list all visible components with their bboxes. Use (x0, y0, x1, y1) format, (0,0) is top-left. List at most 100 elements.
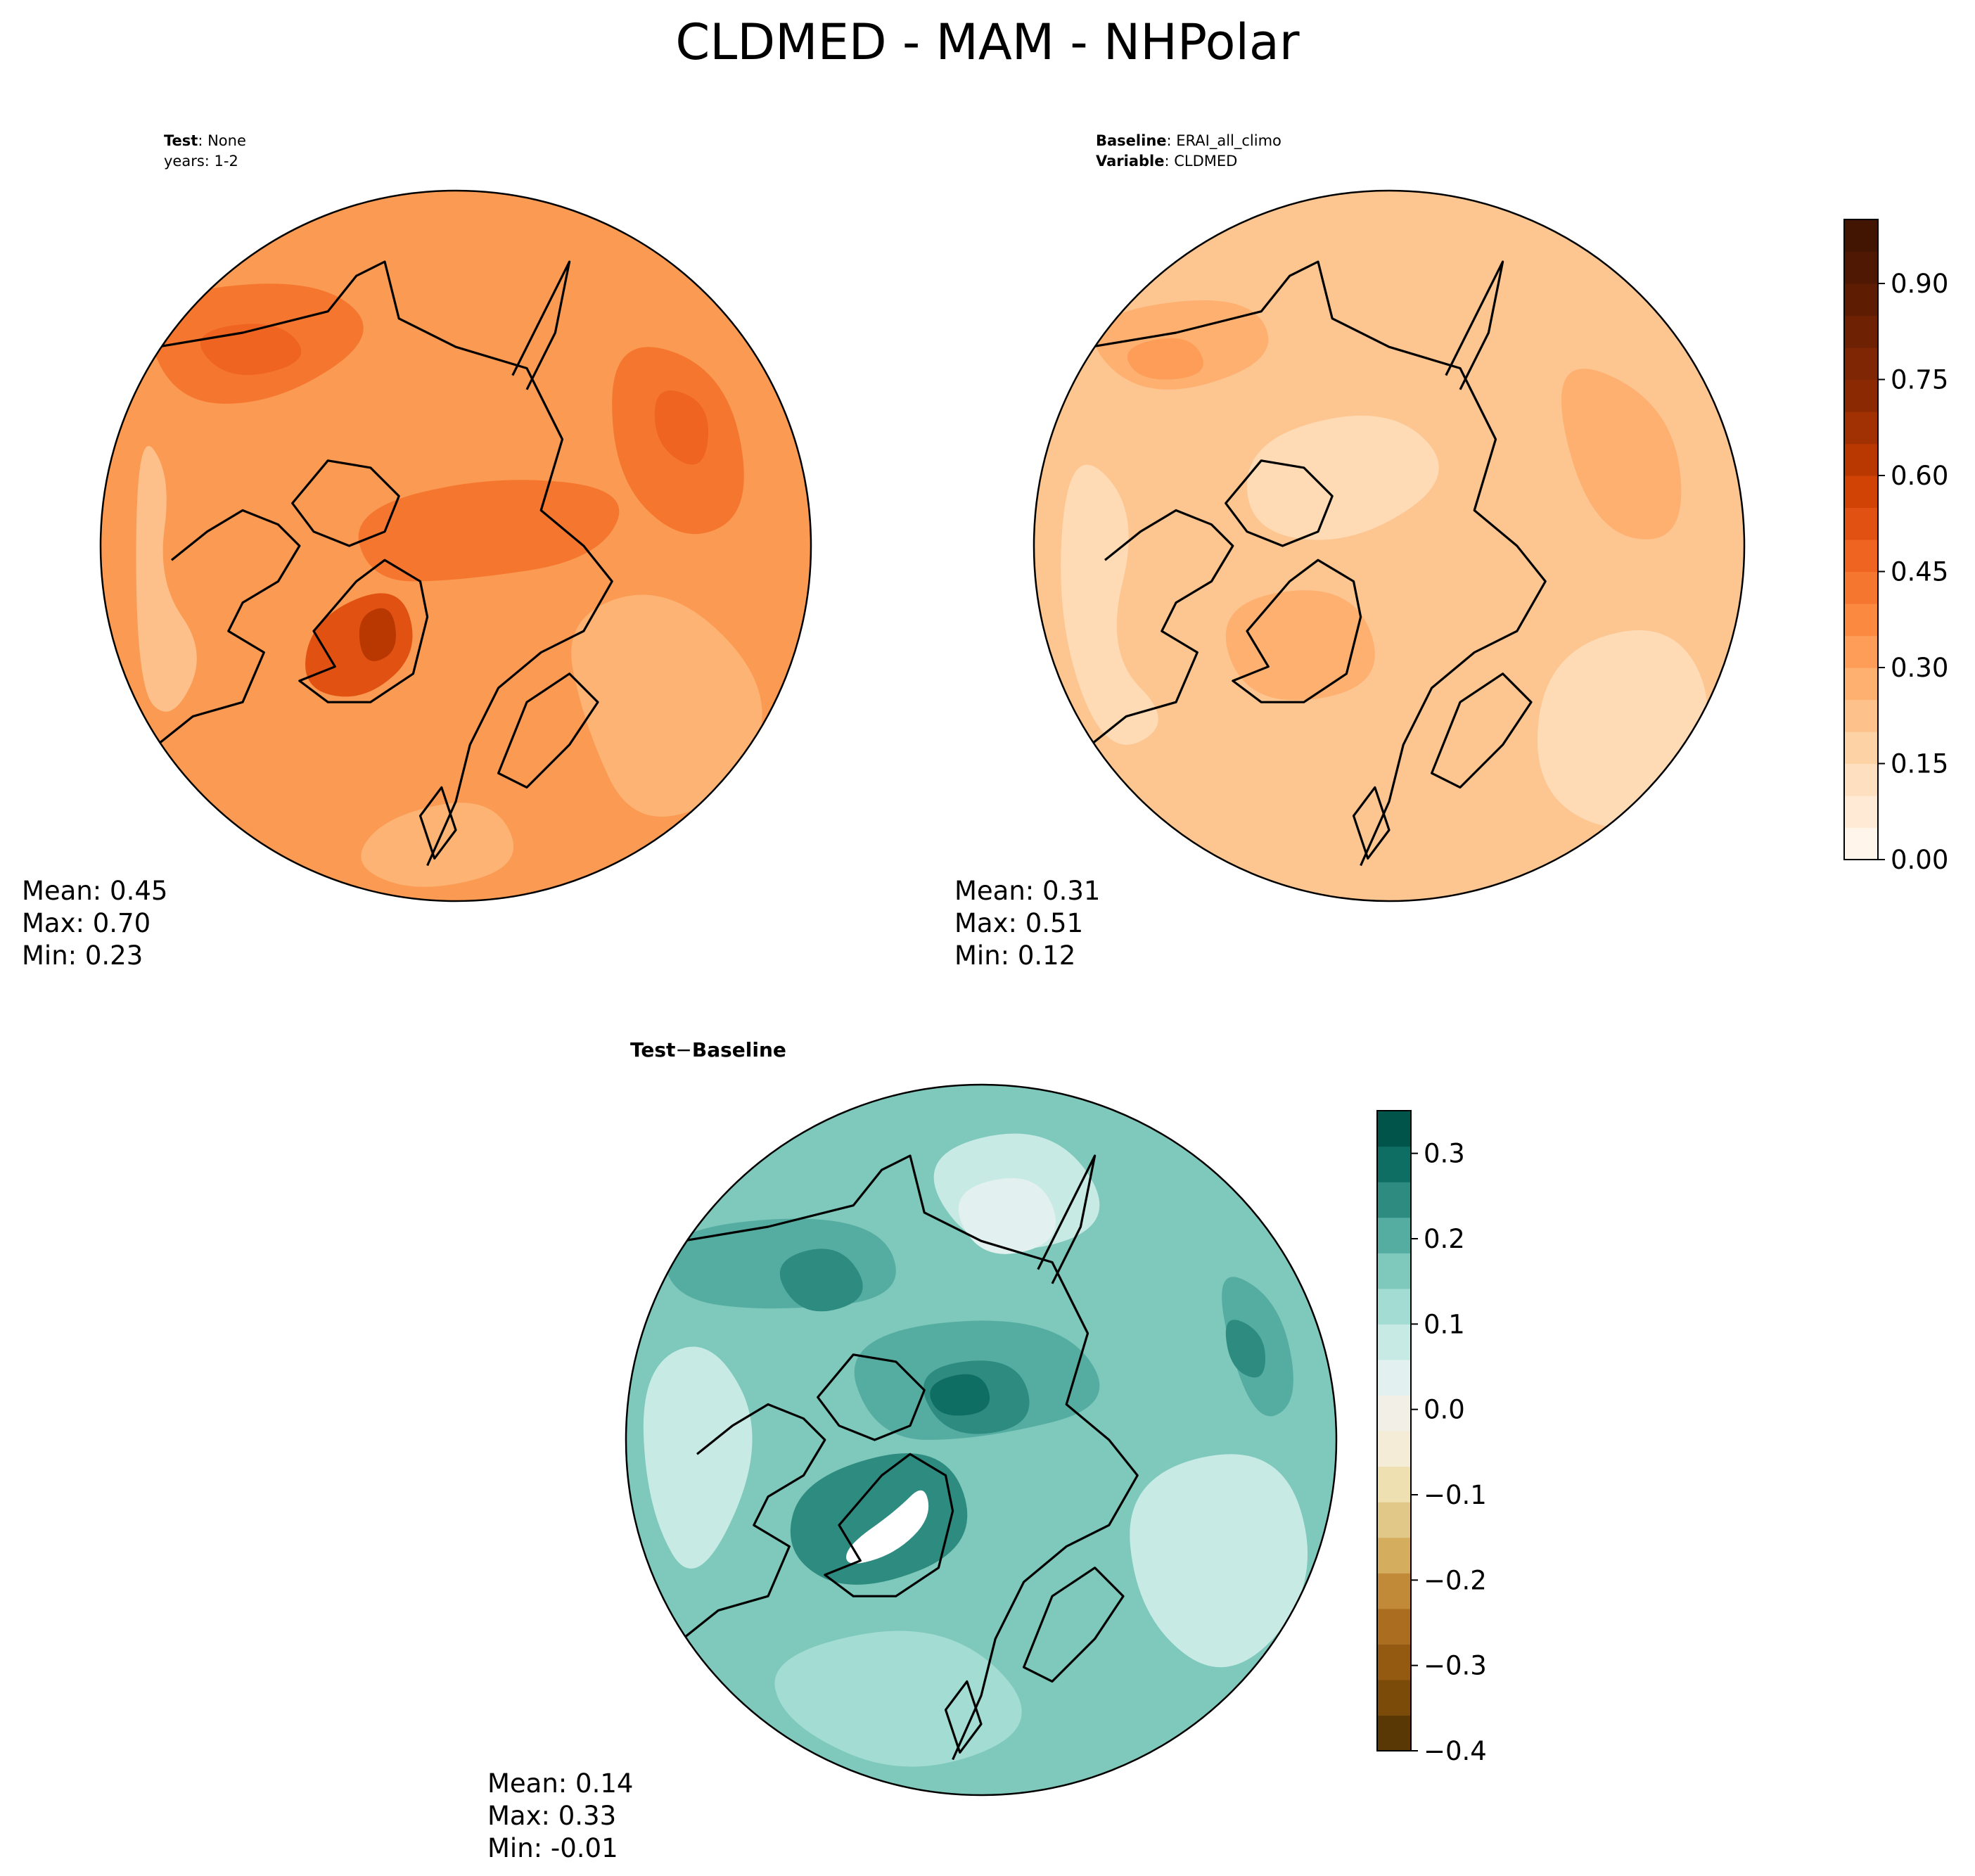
colorbar-difference-swatch-14 (1377, 1217, 1411, 1253)
baseline-contour-region-0 (1061, 464, 1158, 745)
baseline-coastline-novaya-zemlya (1445, 260, 1504, 390)
colorbar-absolute-tick-label-2: 0.30 (1891, 653, 1948, 683)
colorbar-absolute-swatch-2 (1844, 763, 1878, 796)
colorbar-absolute-swatch-9 (1844, 540, 1878, 573)
test-min: Min: 0.23 (22, 940, 143, 971)
test-coastline-scandinavia (497, 672, 599, 789)
difference-contour-region-11 (1225, 1320, 1265, 1378)
difference-contour-region-3 (958, 1178, 1056, 1254)
colorbar-difference-tick-label-2: −0.2 (1424, 1565, 1487, 1595)
difference-contour-region-12 (930, 1374, 990, 1416)
colorbar-absolute-swatch-12 (1844, 443, 1878, 476)
colorbar-difference-swatch-2 (1377, 1644, 1411, 1680)
difference-contour-region-1 (1130, 1454, 1308, 1668)
baseline-header-line1: Baseline: ERAI_all_climo (1096, 132, 1281, 150)
colorbar-difference-tick-label-0: −0.4 (1424, 1736, 1487, 1766)
baseline-mean: Mean: 0.31 (954, 876, 1100, 906)
variable-header-label: Variable (1096, 153, 1164, 170)
difference-map-boundary (625, 1083, 1338, 1797)
baseline-contour-region-2 (1247, 415, 1439, 540)
colorbar-absolute-tick-label-4: 0.60 (1891, 461, 1948, 491)
difference-max: Max: 0.33 (487, 1801, 616, 1831)
baseline-map (1034, 191, 1744, 901)
colorbar-absolute-swatch-6 (1844, 635, 1878, 668)
colorbar-difference: −0.4 −0.3 −0.2 −0.1 0.0 0.1 0.2 0.3 (1376, 1110, 1487, 1766)
colorbar-absolute-swatch-5 (1844, 668, 1878, 701)
colorbar-absolute-swatch-0 (1844, 827, 1878, 860)
difference-contour-region-5 (665, 1218, 896, 1309)
test-mean: Mean: 0.45 (22, 876, 167, 906)
test-header-label: Test (164, 132, 198, 149)
baseline-map-boundary (1033, 189, 1746, 902)
difference-min: Min: -0.01 (487, 1833, 618, 1863)
difference-contour-region-4 (774, 1631, 1022, 1767)
colorbar-difference-swatch-15 (1377, 1182, 1411, 1218)
colorbar-difference-swatch-11 (1377, 1324, 1411, 1360)
test-contour-region-5 (358, 480, 620, 582)
test-header-colon: : (198, 132, 207, 149)
test-coastline-eurasia (157, 260, 613, 867)
baseline-header-value: ERAI_all_climo (1176, 132, 1281, 150)
difference-coastline-arctic-islands (817, 1353, 926, 1441)
test-header-line1: Test: None (164, 132, 246, 149)
colorbar-difference-swatches (1377, 1111, 1411, 1751)
colorbar-difference-tick-label-5: 0.1 (1424, 1309, 1465, 1339)
difference-header-test: Test (630, 1038, 675, 1061)
colorbar-absolute-swatch-16 (1844, 315, 1878, 348)
colorbar-difference-swatch-10 (1377, 1359, 1411, 1396)
colorbar-difference-swatch-16 (1377, 1146, 1411, 1182)
colorbar-difference-tick-label-4: 0.0 (1424, 1395, 1465, 1425)
colorbar-absolute-swatch-4 (1844, 699, 1878, 732)
baseline-header-line2: Variable: CLDMED (1096, 153, 1237, 170)
difference-header-dash: − (675, 1038, 691, 1061)
colorbar-absolute-tick-label-1: 0.15 (1891, 749, 1948, 779)
baseline-contour-region-4 (1561, 369, 1682, 540)
test-contour-region-7 (654, 390, 709, 465)
colorbar-difference-swatch-17 (1377, 1111, 1411, 1147)
colorbar-difference-tick-label-7: 0.3 (1424, 1139, 1465, 1169)
test-coastline-canada (156, 509, 301, 746)
colorbar-absolute-swatches (1844, 219, 1878, 860)
colorbar-absolute-swatch-10 (1844, 507, 1878, 540)
test-map (101, 191, 811, 901)
colorbar-difference-tick-label-3: −0.1 (1424, 1480, 1487, 1510)
difference-coastlines (682, 1154, 1139, 1761)
colorbar-difference-tick-label-6: 0.2 (1424, 1224, 1465, 1254)
test-coastline-uk (418, 786, 457, 860)
colorbar-difference-swatch-13 (1377, 1253, 1411, 1289)
baseline-contour-region-6 (1127, 338, 1203, 380)
colorbar-absolute-tick-label-3: 0.45 (1891, 557, 1948, 587)
difference-header: Test−Baseline (630, 1038, 786, 1061)
baseline-min: Min: 0.12 (954, 940, 1075, 971)
baseline-coastline-arctic-islands (1225, 459, 1334, 547)
difference-map (626, 1085, 1336, 1795)
colorbar-absolute-swatch-15 (1844, 347, 1878, 381)
difference-contour-region-10 (790, 1453, 968, 1585)
test-contour-region-9 (359, 608, 396, 661)
baseline-coastline-scandinavia (1431, 672, 1533, 789)
difference-coastline-canada (682, 1403, 826, 1640)
difference-contour-region-0 (643, 1346, 753, 1569)
test-max: Max: 0.70 (22, 908, 151, 938)
baseline-coastlines (1089, 260, 1547, 867)
colorbar-absolute-swatch-18 (1844, 251, 1878, 284)
colorbar-absolute-swatch-17 (1844, 283, 1878, 317)
colorbar-difference-tick-label-1: −0.3 (1424, 1651, 1487, 1681)
colorbar-difference-swatch-6 (1377, 1502, 1411, 1538)
colorbar-absolute-swatch-8 (1844, 571, 1878, 604)
colorbar-absolute-swatch-13 (1844, 411, 1878, 445)
baseline-map-contours (1061, 300, 1708, 827)
test-coastline-novaya-zemlya (511, 260, 571, 390)
test-contour-region-1 (571, 594, 762, 817)
baseline-contour-region-5 (1225, 590, 1375, 701)
colorbar-absolute-ticks: 0.00 0.15 0.30 0.45 0.60 0.75 0.90 (1878, 269, 1948, 875)
colorbar-difference-swatch-12 (1377, 1288, 1411, 1325)
difference-coastline-novaya-zemlya (1037, 1154, 1097, 1284)
colorbar-difference-swatch-4 (1377, 1573, 1411, 1609)
difference-mean: Mean: 0.14 (487, 1768, 633, 1799)
colorbar-absolute-swatch-19 (1844, 219, 1878, 253)
colorbar-difference-ticks: −0.4 −0.3 −0.2 −0.1 0.0 0.1 0.2 0.3 (1411, 1139, 1487, 1766)
baseline-coastline-greenland (1232, 559, 1362, 703)
difference-contour-region-8 (779, 1249, 863, 1312)
